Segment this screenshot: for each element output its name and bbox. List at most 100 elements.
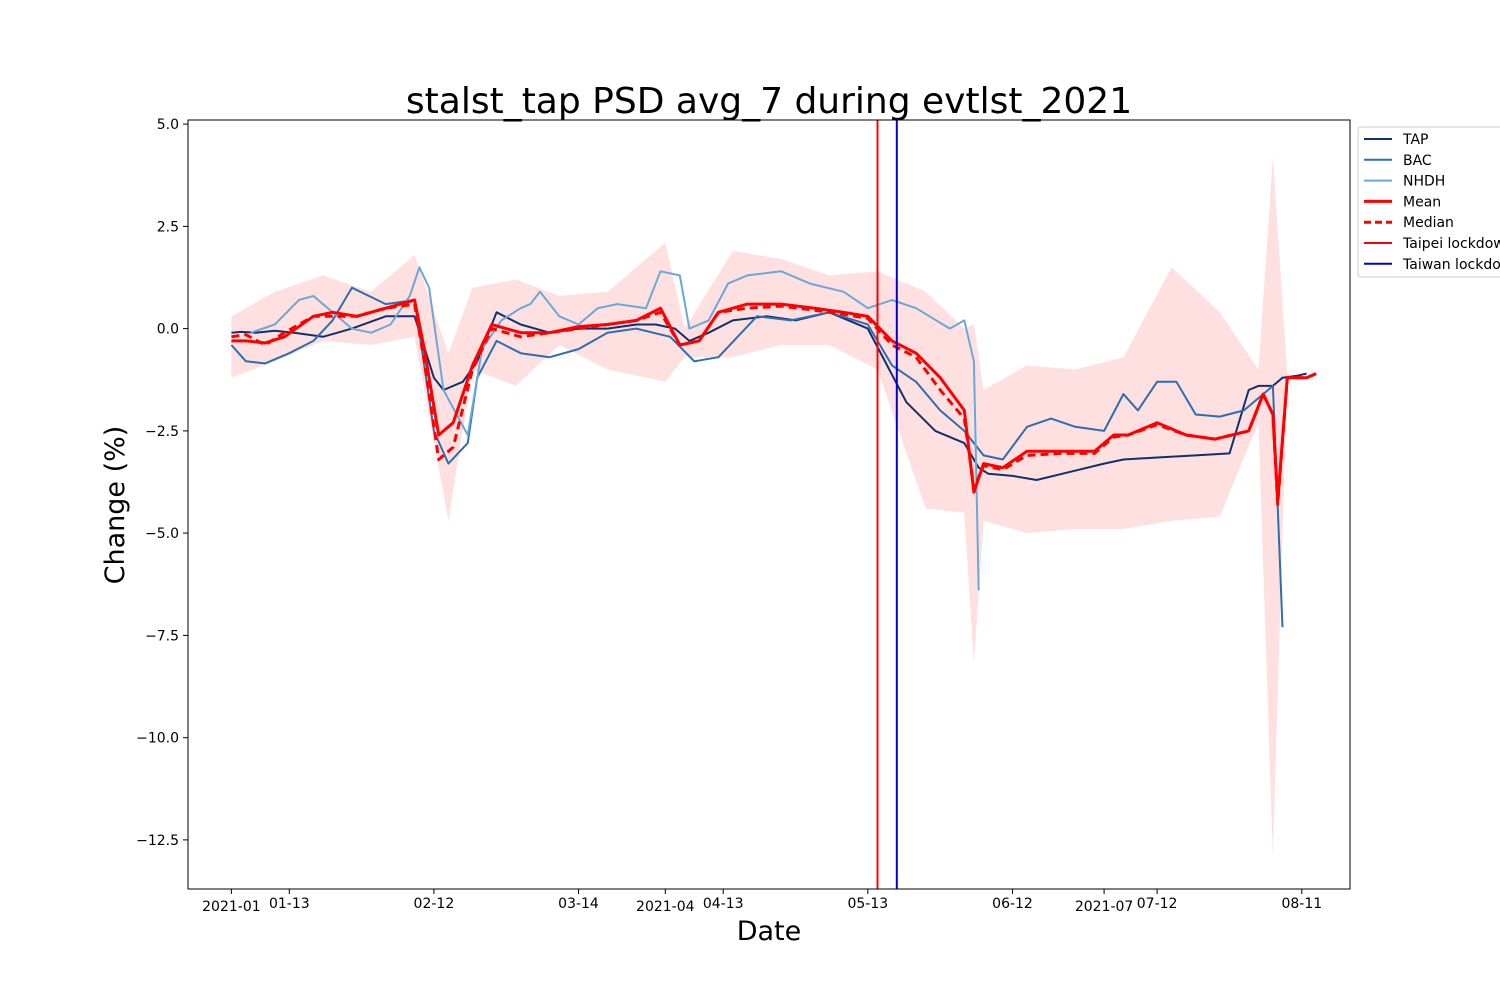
data-point-median bbox=[1214, 438, 1216, 440]
data-point-bac bbox=[606, 332, 608, 334]
data-point-median bbox=[867, 317, 869, 319]
data-point-median bbox=[471, 368, 473, 370]
chart-title: stalst_tap PSD avg_7 during evtlst_2021 bbox=[406, 81, 1132, 122]
data-point-bac bbox=[288, 352, 290, 354]
data-point-median bbox=[635, 319, 637, 321]
data-point-nhdh bbox=[949, 327, 951, 329]
data-point-median bbox=[780, 305, 782, 307]
data-point-median bbox=[915, 356, 917, 358]
data-point-nhdh bbox=[520, 307, 522, 309]
x-tick-label: 06-12 bbox=[992, 896, 1033, 912]
data-point-median bbox=[452, 446, 454, 448]
data-point-tap bbox=[230, 332, 232, 334]
data-point-bac bbox=[577, 348, 579, 350]
data-point-bac bbox=[312, 340, 314, 342]
data-point-bac bbox=[1050, 417, 1052, 419]
data-point-nhdh bbox=[679, 274, 681, 276]
data-point-mean bbox=[963, 409, 965, 411]
data-point-tap bbox=[1035, 479, 1037, 481]
data-point-median bbox=[982, 464, 984, 466]
legend-box bbox=[1357, 126, 1500, 278]
data-point-median bbox=[1248, 430, 1250, 432]
data-point-tap bbox=[905, 401, 907, 403]
data-point-tap bbox=[274, 330, 276, 332]
data-point-mean bbox=[915, 352, 917, 354]
data-point-tap bbox=[1069, 471, 1071, 473]
data-point-mean bbox=[746, 303, 748, 305]
data-point-tap bbox=[385, 315, 387, 317]
data-point-median bbox=[1315, 372, 1317, 374]
data-point-mean bbox=[1026, 450, 1028, 452]
data-point-bac bbox=[915, 381, 917, 383]
x-tick-label: 04-13 bbox=[703, 896, 744, 912]
data-point-nhdh bbox=[467, 434, 469, 436]
data-point-tap bbox=[1257, 385, 1259, 387]
y-tick-label: −10.0 bbox=[136, 731, 179, 747]
series-line-bac bbox=[230, 286, 1284, 628]
data-point-tap bbox=[655, 323, 657, 325]
data-point-tap bbox=[934, 430, 936, 432]
data-point-bac bbox=[756, 315, 758, 317]
data-point-tap bbox=[520, 323, 522, 325]
series-line-nhdh bbox=[250, 266, 980, 591]
data-point-mean bbox=[283, 336, 285, 338]
data-point-nhdh bbox=[322, 303, 324, 305]
data-point-bac bbox=[1272, 385, 1274, 387]
data-point-bac bbox=[331, 319, 333, 321]
data-point-nhdh bbox=[418, 266, 420, 268]
legend-item-bac: BAC bbox=[1364, 153, 1432, 169]
x-tick-label: 2021-07 bbox=[1075, 899, 1134, 915]
data-point-tap bbox=[708, 332, 710, 334]
data-point-mean bbox=[264, 342, 266, 344]
y-tick-label: 2.5 bbox=[157, 219, 179, 235]
data-point-tap bbox=[1011, 475, 1013, 477]
data-point-bac bbox=[385, 303, 387, 305]
data-point-tap bbox=[322, 336, 324, 338]
data-point-mean bbox=[245, 340, 247, 342]
data-point-nhdh bbox=[867, 307, 869, 309]
y-tick-label: −5.0 bbox=[145, 526, 179, 542]
data-point-mean bbox=[659, 307, 661, 309]
data-point-nhdh bbox=[298, 299, 300, 301]
data-point-tap bbox=[1156, 456, 1158, 458]
series-layer bbox=[230, 266, 1317, 628]
data-point-median bbox=[264, 344, 266, 346]
x-tick-label: 07-12 bbox=[1137, 896, 1178, 912]
data-point-median bbox=[814, 309, 816, 311]
data-point-median bbox=[843, 313, 845, 315]
data-point-nhdh bbox=[442, 389, 444, 391]
data-point-median bbox=[1185, 434, 1187, 436]
data-point-median bbox=[1093, 452, 1095, 454]
data-point-median bbox=[659, 311, 661, 313]
legend-label: BAC bbox=[1403, 153, 1432, 169]
data-point-tap bbox=[433, 377, 435, 379]
data-point-tap bbox=[462, 381, 464, 383]
data-point-median bbox=[1060, 452, 1062, 454]
legend: TAP BAC NHDH Mean Median Taipei lockdown Taiwa… bbox=[1357, 126, 1500, 278]
data-point-median bbox=[1272, 413, 1274, 415]
series-bac bbox=[230, 286, 1284, 628]
legend-label: Taipei lockdown bbox=[1402, 236, 1500, 252]
data-point-median bbox=[1277, 503, 1279, 505]
data-point-median bbox=[356, 315, 358, 317]
data-point-median bbox=[891, 344, 893, 346]
y-tick-label: −7.5 bbox=[145, 628, 179, 644]
data-point-bac bbox=[867, 323, 869, 325]
data-point-tap bbox=[886, 364, 888, 366]
x-tick-label: 2021-04 bbox=[636, 899, 695, 915]
data-point-bac bbox=[1156, 381, 1158, 383]
data-point-median bbox=[1113, 436, 1115, 438]
data-point-nhdh bbox=[351, 327, 353, 329]
data-point-median bbox=[1156, 424, 1158, 426]
data-point-nhdh bbox=[915, 307, 917, 309]
series-line-tap bbox=[231, 311, 1307, 481]
y-tick-label: −12.5 bbox=[136, 833, 179, 849]
data-point-mean bbox=[438, 434, 440, 436]
data-point-nhdh bbox=[539, 291, 541, 293]
data-point-bac bbox=[1219, 415, 1221, 417]
y-axis-label: Change (%) bbox=[100, 426, 131, 585]
plot-frame bbox=[187, 119, 1351, 890]
data-point-median bbox=[746, 307, 748, 309]
series-line-median bbox=[231, 302, 1317, 506]
